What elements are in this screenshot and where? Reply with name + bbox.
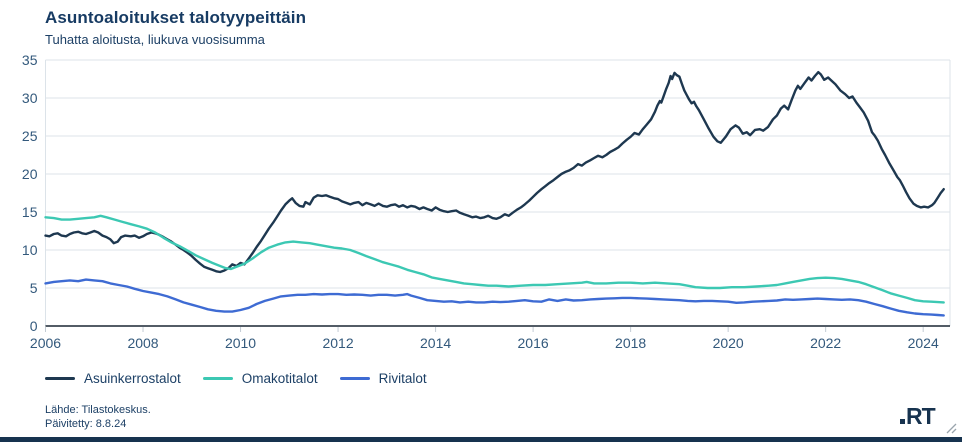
x-axis-label: 2006	[30, 335, 61, 351]
series-line-asuinkerrostalot	[44, 70, 945, 274]
bottom-accent-bar	[0, 437, 962, 442]
x-axis-label: 2024	[908, 335, 939, 351]
legend-item-rivitalot[interactable]: Rivitalot	[339, 371, 427, 386]
legend-swatch-icon	[45, 376, 75, 381]
legend-swatch-icon	[339, 376, 370, 381]
x-axis-label: 2016	[518, 335, 549, 351]
y-axis-label: 10	[22, 242, 38, 258]
x-axis-label: 2014	[420, 335, 451, 351]
x-axis-label: 2008	[127, 335, 158, 351]
y-axis-label: 20	[22, 166, 38, 182]
legend-label: Omakotitalot	[241, 371, 318, 386]
y-axis-label: 0	[30, 318, 38, 334]
legend-swatch-icon	[202, 376, 233, 381]
x-axis-label: 2020	[713, 335, 744, 351]
x-axis-label: 2018	[615, 335, 646, 351]
legend-label: Asuinkerrostalot	[84, 371, 181, 386]
y-axis-label: 25	[22, 128, 38, 144]
y-axis-label: 35	[22, 52, 38, 68]
y-axis-label: 15	[22, 204, 38, 220]
chart-subtitle: Tuhatta aloitusta, liukuva vuosisumma	[45, 32, 265, 47]
logo-dot	[900, 419, 905, 424]
source-note: Lähde: Tilastokeskus. Päivitetty: 8.8.24	[45, 403, 151, 431]
updated-line: Päivitetty: 8.8.24	[45, 418, 127, 430]
rt-logo: RT	[900, 403, 936, 429]
y-axis-label: 5	[30, 280, 38, 296]
chart-title: Asuntoaloitukset talotyypeittäin	[45, 8, 307, 27]
logo-text: RT	[906, 403, 936, 429]
x-axis-label: 2012	[322, 335, 353, 351]
series-line-rivitalot	[44, 278, 945, 317]
legend-label: Rivitalot	[378, 371, 427, 386]
legend-item-omakotitalot[interactable]: Omakotitalot	[202, 371, 318, 386]
series-line-omakotitalot	[44, 214, 945, 304]
resize-handle-icon[interactable]	[944, 421, 957, 434]
x-axis-label: 2010	[225, 335, 256, 351]
legend-item-asuinkerrostalot[interactable]: Asuinkerrostalot	[45, 371, 181, 386]
y-axis-label: 30	[22, 90, 38, 106]
source-line: Lähde: Tilastokeskus.	[45, 404, 151, 416]
legend: Asuinkerrostalot Omakotitalot Rivitalot	[45, 371, 427, 386]
x-axis-label: 2022	[810, 335, 841, 351]
